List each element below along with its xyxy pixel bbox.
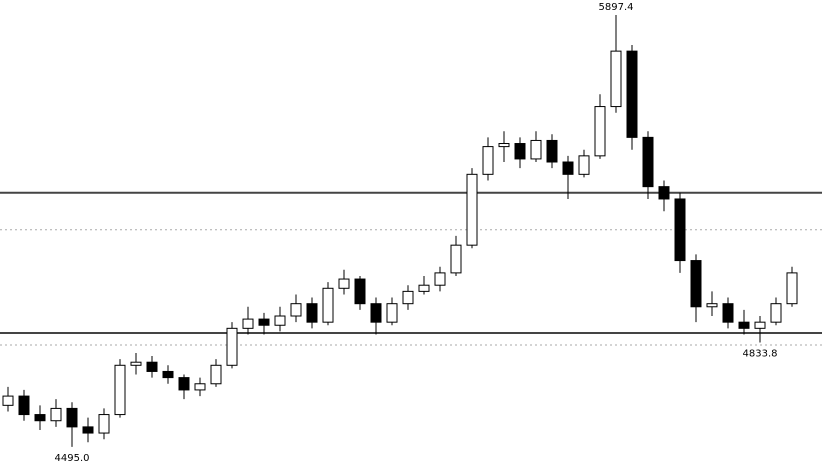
candle-body [738, 321, 750, 329]
candle-body [194, 383, 206, 391]
candle-body [82, 426, 94, 434]
candle-body [258, 318, 270, 326]
candle-body [306, 303, 318, 323]
candle-body [130, 361, 142, 366]
candle-body [466, 173, 478, 246]
candle-body [114, 364, 126, 416]
candle-body [450, 244, 462, 274]
candle-body [658, 186, 670, 200]
candle-body [354, 278, 366, 305]
candle-body [482, 146, 494, 175]
candle-body [530, 139, 542, 160]
candle-body [210, 364, 222, 385]
candle-body [162, 370, 174, 379]
candle-body [274, 315, 286, 326]
candle-body [546, 139, 558, 163]
candle-body [226, 327, 238, 366]
candle-body [674, 198, 686, 262]
candle-body [754, 321, 766, 329]
candle-body [242, 318, 254, 329]
candle-body [562, 161, 574, 175]
candle-body [370, 303, 382, 323]
price-annotation: 5897.4 [599, 2, 634, 13]
candle-body [690, 260, 702, 308]
candle-body [786, 272, 798, 305]
candle-body [290, 303, 302, 317]
candle-body [610, 50, 622, 108]
candle-body [722, 303, 734, 323]
candle-body [34, 414, 46, 422]
candle-body [434, 272, 446, 286]
candle-body [146, 361, 158, 372]
candle-body [50, 407, 62, 422]
candle-body [578, 155, 590, 175]
price-annotation: 4833.8 [743, 349, 778, 360]
candle-body [514, 143, 526, 160]
candle-body [98, 414, 110, 434]
candle-body [386, 303, 398, 323]
candle-body [66, 407, 78, 428]
candle-body [626, 50, 638, 138]
candle-body [498, 143, 510, 148]
candle-body [322, 287, 334, 323]
candle-body [338, 278, 350, 289]
candle-body [2, 395, 14, 406]
candle-body [642, 136, 654, 188]
candle-body [18, 395, 30, 416]
candle-body [770, 303, 782, 323]
candle-body [706, 303, 718, 308]
candle-body [594, 106, 606, 157]
candle-body [418, 284, 430, 292]
candle-body [178, 377, 190, 391]
candle-body [402, 290, 414, 305]
price-annotation: 4495.0 [55, 453, 90, 462]
